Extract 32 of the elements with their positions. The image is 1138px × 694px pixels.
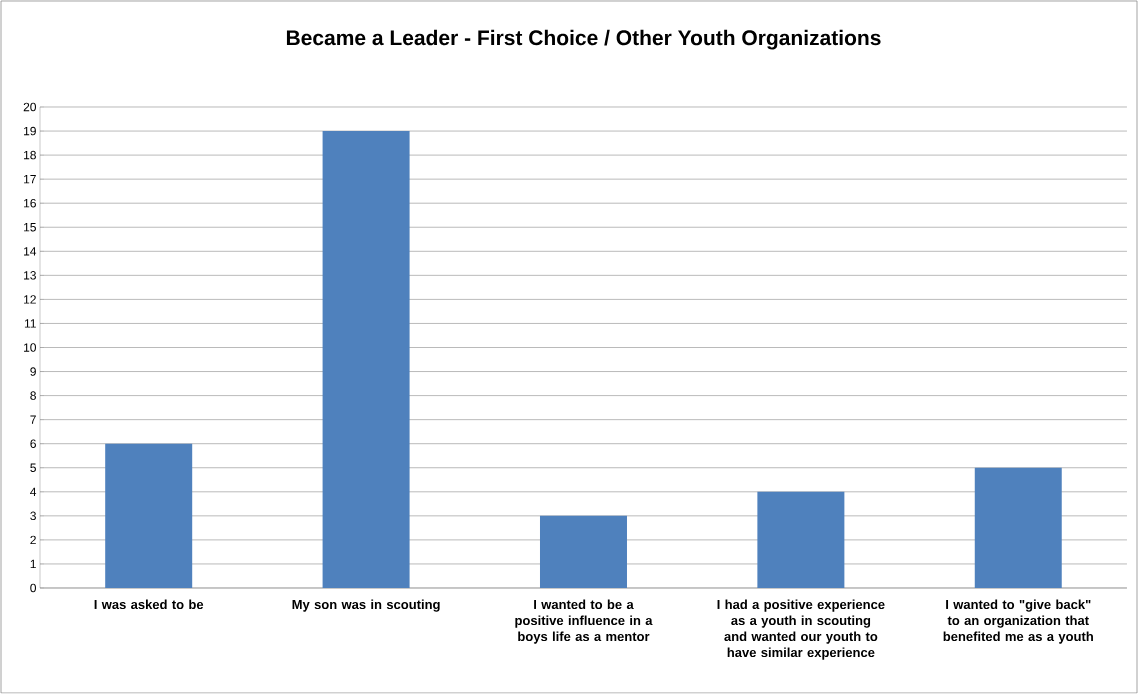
y-tick-label: 14 [24, 247, 37, 256]
bar [105, 443, 193, 588]
y-tick-label: 13 [24, 271, 36, 280]
y-tick-label: 17 [24, 175, 36, 184]
y-tick-label: 7 [30, 415, 36, 424]
y-tick-label: 5 [30, 463, 36, 472]
x-tick-label: I had a positive experience as a youth in scouting and wanted our youth to have similar experience [717, 599, 885, 660]
y-tick-label: 16 [24, 198, 36, 208]
y-tick-label: 10 [24, 343, 36, 352]
x-tick-label: I was asked to be [94, 599, 204, 610]
y-tick-label: 1 [30, 559, 36, 569]
bar [974, 467, 1062, 588]
y-tick-label: 6 [30, 439, 36, 448]
y-tick-label: 20 [23, 102, 36, 112]
y-tick-label: 0 [30, 583, 37, 593]
y-tick-label: 8 [30, 391, 36, 400]
y-tick-label: 11 [24, 319, 36, 328]
chart-title: Became a Leader - First Choice / Other Youth Organizations [286, 29, 881, 50]
y-tick-label: 3 [30, 511, 36, 521]
bar [757, 491, 845, 588]
bar [322, 131, 410, 588]
x-tick-label: I wanted to be a positive influence in a boys life as a mentor [515, 599, 653, 644]
y-tick-label: 2 [30, 535, 36, 545]
y-tick-label: 18 [24, 150, 36, 160]
y-tick-label: 12 [24, 295, 36, 304]
x-tick-label: I wanted to "give back" to an organization that benefited me as a youth [943, 599, 1093, 644]
y-tick-label: 19 [24, 126, 36, 136]
x-tick-label: My son was in scouting [292, 599, 440, 612]
y-tick-label: 9 [30, 367, 36, 376]
y-tick-label: 15 [24, 223, 36, 232]
y-tick-label: 4 [30, 487, 37, 496]
bar [539, 515, 627, 588]
